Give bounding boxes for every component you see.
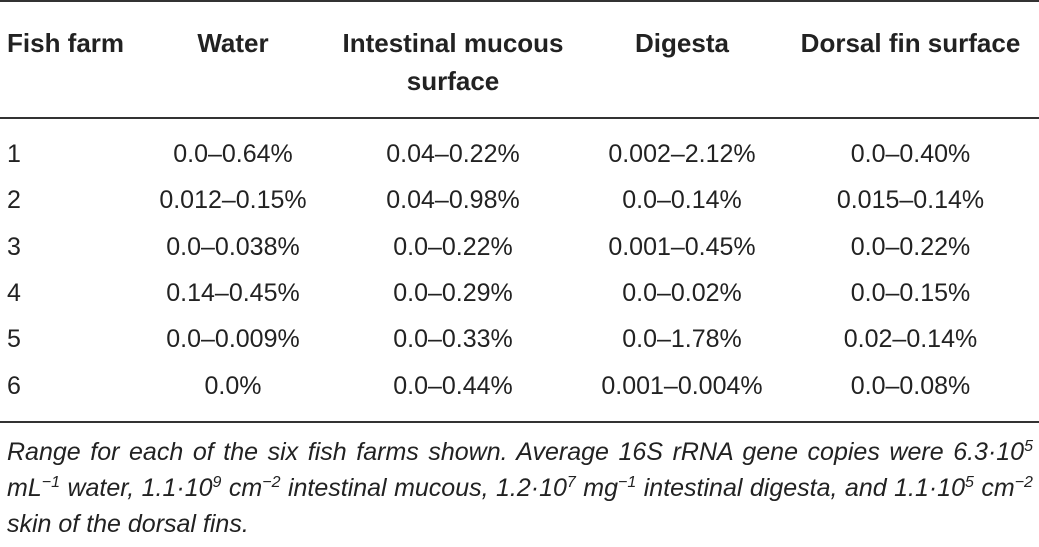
- caption-exponent: −2: [262, 474, 281, 491]
- table-row: 4 0.14–0.45% 0.0–0.29% 0.0–0.02% 0.0–0.15%: [0, 270, 1039, 316]
- header-digesta: Digesta: [635, 28, 729, 58]
- table-row: 1 0.0–0.64% 0.04–0.22% 0.002–2.12% 0.0–0.40%: [0, 131, 1039, 177]
- table-row: 3 0.0–0.038% 0.0–0.22% 0.001–0.45% 0.0–0.22%: [0, 224, 1039, 270]
- cell-digesta: 0.0–0.14%: [622, 186, 742, 215]
- cell-water: 0.14–0.45%: [166, 278, 300, 307]
- cell-intestinal-mucous: 0.04–0.98%: [386, 186, 520, 215]
- cell-fish-farm: 1: [7, 140, 21, 168]
- caption-text: cm: [221, 474, 263, 502]
- cell-fish-farm: 2: [7, 186, 21, 215]
- caption-exponent: −1: [618, 474, 637, 491]
- cell-digesta: 0.0–0.02%: [622, 278, 742, 307]
- caption-text: skin of the dorsal fins.: [7, 510, 249, 538]
- cell-water: 0.012–0.15%: [159, 186, 307, 215]
- cell-water: 0.0–0.009%: [166, 325, 300, 354]
- table-row: 6 0.0% 0.0–0.44% 0.001–0.004% 0.0–0.08%: [0, 363, 1039, 409]
- cell-digesta: 0.001–0.45%: [608, 232, 756, 261]
- cell-intestinal-mucous: 0.0–0.33%: [393, 325, 513, 354]
- cell-digesta: 0.001–0.004%: [601, 371, 763, 400]
- caption-exponent: 5: [1024, 438, 1033, 455]
- table-bottom-rule: [0, 421, 1039, 423]
- table-row: 2 0.012–0.15% 0.04–0.98% 0.0–0.14% 0.015–0.1…: [0, 177, 1039, 223]
- cell-fish-farm: 6: [7, 371, 21, 400]
- cell-intestinal-mucous: 0.04–0.22%: [386, 140, 520, 168]
- cell-fish-farm: 3: [7, 232, 21, 261]
- caption-exponent: 5: [965, 474, 974, 491]
- caption-text: intestinal digesta, and 1.1·10: [636, 474, 965, 502]
- caption-exponent: −1: [41, 474, 60, 491]
- cell-intestinal-mucous: 0.0–0.29%: [393, 278, 513, 307]
- caption-exponent: 7: [566, 474, 576, 491]
- caption-text: cm: [973, 474, 1015, 502]
- caption-text: mg: [575, 474, 619, 502]
- cell-water: 0.0%: [204, 371, 262, 400]
- cell-dorsal-fin: 0.0–0.40%: [850, 140, 971, 168]
- caption-text: Range for each of the six fish farms sho…: [7, 438, 1025, 466]
- caption-text: water, 1.1·10: [59, 474, 213, 502]
- cell-dorsal-fin: 0.0–0.15%: [850, 278, 971, 307]
- cell-dorsal-fin: 0.015–0.14%: [836, 186, 985, 215]
- cell-dorsal-fin: 0.02–0.14%: [843, 325, 978, 354]
- cell-intestinal-mucous: 0.0–0.22%: [393, 232, 513, 261]
- header-fish-farm: Fish farm: [7, 28, 125, 58]
- caption-exponent: −2: [1014, 474, 1033, 491]
- table-row: 5 0.0–0.009% 0.0–0.33% 0.0–1.78% 0.02–0.14%: [0, 316, 1039, 362]
- header-dorsal-fin-surface: Dorsal fin surface: [800, 28, 1021, 58]
- cell-dorsal-fin: 0.0–0.22%: [850, 232, 971, 261]
- cell-digesta: 0.0–1.78%: [622, 325, 742, 354]
- header-water: Water: [197, 28, 269, 58]
- cell-fish-farm: 5: [7, 325, 21, 354]
- caption-exponent: 9: [212, 474, 222, 491]
- cell-dorsal-fin: 0.0–0.08%: [850, 371, 971, 400]
- cell-fish-farm: 4: [7, 278, 21, 307]
- cell-intestinal-mucous: 0.0–0.44%: [393, 371, 513, 400]
- cell-water: 0.0–0.64%: [173, 140, 293, 168]
- cell-digesta: 0.002–2.12%: [608, 140, 756, 168]
- caption-text: mL: [7, 474, 42, 502]
- table-header-rule: [0, 117, 1039, 119]
- table-caption: Range for each of the six fish farms sho…: [7, 434, 1033, 542]
- caption-text: intestinal mucous, 1.2·10: [280, 474, 567, 502]
- table-top-rule: [0, 0, 1039, 2]
- cell-water: 0.0–0.038%: [166, 232, 300, 261]
- header-intestinal-mucous-surface: Intestinal mucous surface: [342, 28, 564, 96]
